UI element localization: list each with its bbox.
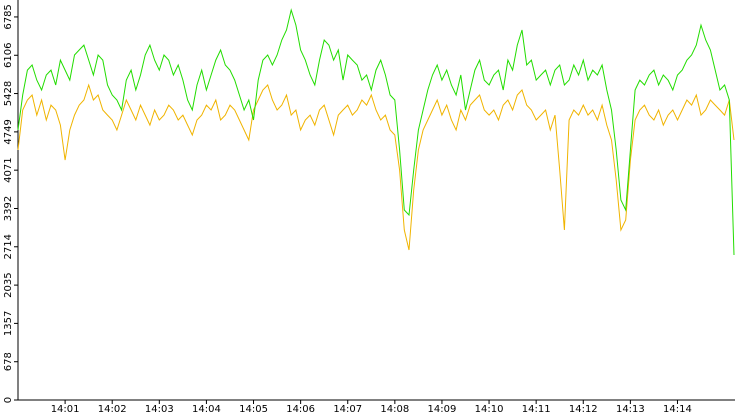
x-tick-label: 14:09 xyxy=(428,404,457,415)
x-tick-label: 14:06 xyxy=(286,404,315,415)
y-tick-label: 2035 xyxy=(3,272,14,297)
x-tick-label: 14:11 xyxy=(522,404,551,415)
y-tick-label: 5428 xyxy=(3,81,14,106)
x-tick-label: 14:07 xyxy=(333,404,362,415)
x-tick-label: 14:05 xyxy=(239,404,268,415)
y-tick-label: 2714 xyxy=(3,234,14,259)
y-tick-label: 6785 xyxy=(3,4,14,29)
x-tick-label: 14:04 xyxy=(192,404,221,415)
x-tick-label: 14:13 xyxy=(616,404,645,415)
y-tick-label: 1357 xyxy=(3,311,14,336)
y-tick-label: 0 xyxy=(3,397,14,403)
y-tick-label: 3392 xyxy=(3,196,14,221)
x-tick-label: 14:08 xyxy=(380,404,409,415)
x-tick-label: 14:03 xyxy=(145,404,174,415)
line xyxy=(17,8,735,256)
x-tick-label: 14:02 xyxy=(98,404,127,415)
x-tick-label: 14:01 xyxy=(51,404,80,415)
line xyxy=(17,83,735,251)
y-tick-label: 4749 xyxy=(3,119,14,144)
y-tick-label: 4071 xyxy=(3,157,14,182)
x-tick-label: 14:12 xyxy=(569,404,598,415)
y-tick-label: 6106 xyxy=(3,43,14,68)
x-tick-label: 14:14 xyxy=(663,404,692,415)
x-tick-label: 14:10 xyxy=(475,404,504,415)
y-tick-label: 678 xyxy=(3,352,14,371)
